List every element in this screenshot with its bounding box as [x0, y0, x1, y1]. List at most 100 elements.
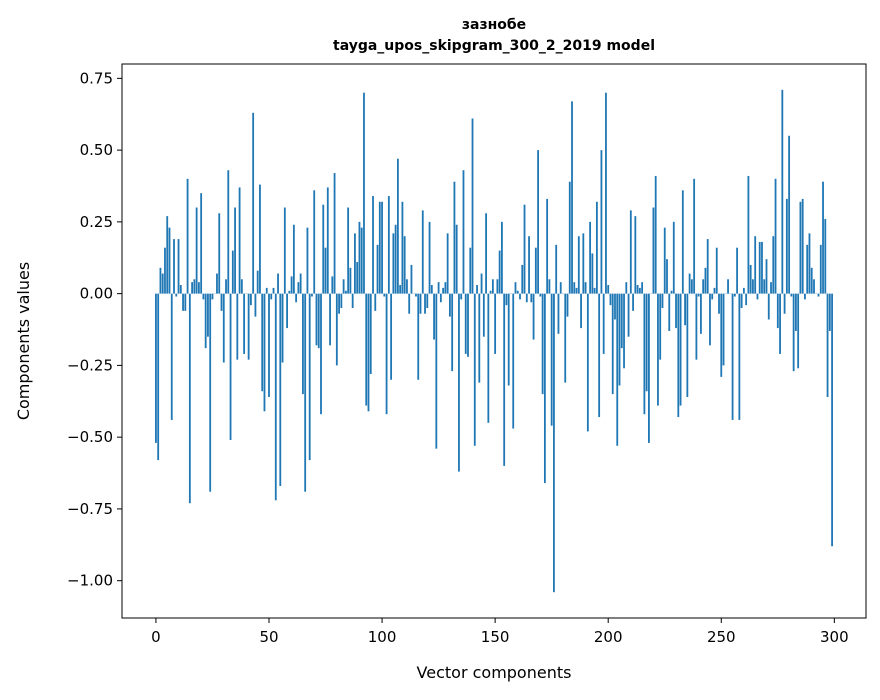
bar-component-41 — [248, 294, 250, 360]
bar-component-33 — [230, 294, 232, 440]
bar-component-188 — [580, 294, 582, 328]
bar-component-116 — [417, 294, 419, 380]
bar-component-166 — [530, 294, 532, 303]
bar-component-279 — [786, 199, 788, 294]
chart-title-word: зазнобе — [462, 17, 526, 33]
bar-component-175 — [551, 294, 553, 426]
bar-component-127 — [442, 288, 444, 294]
bar-component-125 — [438, 282, 440, 293]
bar-component-235 — [686, 294, 688, 397]
y-axis-ticks: 0.750.500.250.00−0.25−0.50−0.75−1.00 — [67, 69, 122, 589]
bar-component-101 — [383, 294, 385, 297]
bar-component-232 — [680, 294, 682, 406]
bar-component-280 — [788, 136, 790, 294]
bar-component-21 — [203, 294, 205, 300]
bar-component-264 — [752, 279, 754, 293]
bar-component-234 — [684, 294, 686, 326]
bar-component-43 — [252, 113, 254, 294]
bar-component-0 — [155, 294, 157, 443]
bar-component-147 — [487, 294, 489, 423]
bar-component-46 — [259, 185, 261, 294]
bar-component-3 — [162, 274, 164, 294]
bar-component-162 — [521, 265, 523, 294]
bar-component-297 — [827, 294, 829, 397]
bar-component-159 — [515, 282, 517, 293]
bar-component-181 — [564, 294, 566, 383]
bar-component-263 — [750, 265, 752, 294]
bar-component-148 — [490, 291, 492, 294]
bar-component-64 — [300, 274, 302, 294]
bar-component-190 — [585, 282, 587, 293]
bar-component-89 — [356, 262, 358, 294]
bar-component-29 — [221, 294, 223, 311]
bar-component-122 — [431, 285, 433, 294]
bar-component-140 — [472, 119, 474, 294]
bar-component-7 — [171, 294, 173, 420]
bar-component-189 — [582, 233, 584, 293]
bar-component-184 — [571, 101, 573, 293]
bar-component-217 — [646, 294, 648, 392]
bar-component-220 — [653, 208, 655, 294]
bar-component-78 — [331, 276, 333, 293]
bar-component-39 — [243, 294, 245, 354]
bar-component-205 — [619, 294, 621, 386]
bar-component-109 — [402, 202, 404, 294]
bar-component-161 — [519, 294, 521, 300]
bar-component-289 — [809, 233, 811, 293]
bar-component-203 — [614, 294, 616, 320]
bar-component-63 — [297, 282, 299, 293]
bar-component-139 — [469, 248, 471, 294]
bar-component-50 — [268, 294, 270, 397]
bar-component-288 — [806, 245, 808, 294]
bar-component-132 — [454, 182, 456, 294]
bar-component-266 — [757, 294, 759, 300]
bar-component-84 — [345, 291, 347, 294]
bar-component-277 — [781, 90, 783, 294]
bar-component-283 — [795, 294, 797, 331]
bar-component-102 — [386, 294, 388, 415]
bar-component-169 — [537, 150, 539, 294]
bar-component-57 — [284, 208, 286, 294]
bar-component-227 — [668, 294, 670, 331]
bar-component-124 — [435, 294, 437, 449]
bar-component-248 — [716, 248, 718, 294]
bar-component-278 — [784, 294, 786, 314]
bar-component-197 — [601, 150, 603, 294]
bar-component-216 — [643, 294, 645, 415]
bar-component-270 — [766, 259, 768, 293]
bar-component-112 — [408, 294, 410, 314]
bar-component-243 — [705, 268, 707, 294]
bar-component-247 — [714, 288, 716, 294]
bar-component-146 — [485, 213, 487, 293]
bar-component-172 — [544, 294, 546, 483]
bar-component-214 — [639, 288, 641, 294]
bar-component-130 — [449, 294, 451, 317]
bar-component-111 — [406, 279, 408, 293]
bar-component-87 — [352, 294, 354, 308]
bar-component-249 — [718, 294, 720, 314]
bar-component-97 — [374, 294, 376, 311]
chart-title-model: tayga_upos_skipgram_300_2_2019 model — [333, 38, 655, 54]
bar-component-37 — [239, 187, 241, 293]
bar-component-150 — [494, 294, 496, 354]
bar-component-182 — [567, 294, 569, 317]
bar-component-163 — [524, 205, 526, 294]
bar-component-262 — [748, 176, 750, 294]
bar-component-98 — [377, 245, 379, 294]
bar-component-187 — [578, 236, 580, 293]
bar-component-15 — [189, 294, 191, 504]
bar-component-121 — [429, 222, 431, 294]
bar-component-115 — [415, 294, 417, 297]
bar-component-196 — [598, 294, 600, 417]
bar-component-286 — [802, 199, 804, 294]
bar-component-209 — [628, 294, 630, 337]
bar-component-70 — [313, 190, 315, 293]
bar-component-237 — [691, 279, 693, 293]
bar-component-226 — [666, 259, 668, 293]
bar-component-293 — [818, 294, 820, 297]
bar-component-274 — [775, 179, 777, 294]
bar-component-100 — [381, 202, 383, 294]
bar-component-206 — [621, 294, 623, 349]
bar-component-255 — [732, 294, 734, 420]
